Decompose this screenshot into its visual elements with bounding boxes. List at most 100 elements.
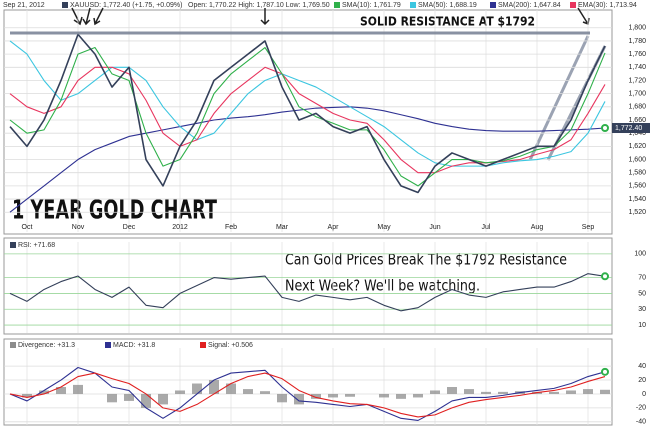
y-tick-label: 10 xyxy=(638,322,646,329)
legend-label: SMA(50): 1,688.19 xyxy=(418,2,477,9)
rsi-panel xyxy=(3,237,613,335)
x-tick-label: Apr xyxy=(328,224,340,231)
plot-layer xyxy=(4,10,612,425)
x-tick-label: Nov xyxy=(72,224,85,231)
y-tick-label: -40 xyxy=(636,419,646,426)
x-tick-label: Sep xyxy=(582,224,595,231)
question-line: Can Gold Prices Break The $1792 Resistan… xyxy=(285,251,567,269)
bar xyxy=(192,383,202,394)
bar xyxy=(175,390,185,394)
x-tick-label: Jun xyxy=(429,224,440,231)
y-tick-label: 1,560 xyxy=(628,183,646,190)
legend-swatch xyxy=(490,2,496,8)
bar xyxy=(566,390,576,394)
channel-line xyxy=(528,35,590,161)
legend-label: RSI: +71.68 xyxy=(18,242,55,249)
question-line: Next Week? We'll be watching. xyxy=(285,277,480,295)
y-tick-label: 1,740 xyxy=(628,64,646,71)
series-line xyxy=(9,372,606,418)
x-tick-label: May xyxy=(377,224,391,231)
bar xyxy=(311,393,321,399)
y-tick-label: 1,800 xyxy=(628,25,646,32)
y-tick-label: 1,540 xyxy=(628,196,646,203)
bar xyxy=(413,393,423,398)
header-ohlc: Open: 1,770.22 High: 1,787.10 Low: 1,769… xyxy=(188,2,330,9)
header-date: Sep 21, 2012 xyxy=(3,2,45,9)
bar xyxy=(124,393,134,401)
legend-label: Signal: +0.506 xyxy=(208,342,253,349)
x-tick-label: Dec xyxy=(123,224,136,231)
legend-swatch xyxy=(10,342,16,348)
bar xyxy=(379,393,389,398)
series-line xyxy=(9,366,606,421)
bar xyxy=(73,384,83,394)
bar xyxy=(396,393,406,399)
x-tick-label: Mar xyxy=(276,224,289,231)
y-tick-label: 1,660 xyxy=(628,117,646,124)
end-marker xyxy=(601,367,609,376)
bar xyxy=(498,391,508,394)
bar xyxy=(600,389,610,394)
bar xyxy=(294,393,304,405)
panels xyxy=(3,9,613,426)
x-tick-label: Jul xyxy=(482,224,491,231)
arrow xyxy=(93,7,104,26)
legend-swatch xyxy=(10,242,16,248)
legend-label: XAUUSD: 1,772.40 (+1.75, +0.09%) xyxy=(70,2,182,9)
series-line xyxy=(9,273,606,312)
arrow xyxy=(82,7,91,26)
bar xyxy=(209,380,219,394)
bar xyxy=(583,389,593,394)
legend-label: MACD: +31.8 xyxy=(113,342,155,349)
y-tick-label: 1,780 xyxy=(628,38,646,45)
y-tick-label: 1,620 xyxy=(628,143,646,150)
y-tick-label: 1,720 xyxy=(628,77,646,84)
legend-label: EMA(30): 1,713.94 xyxy=(578,2,637,9)
y-tick-label: 1,680 xyxy=(628,104,646,111)
series-line xyxy=(9,46,606,187)
bar xyxy=(549,391,559,394)
x-tick-label: Oct xyxy=(22,224,33,231)
legend-swatch xyxy=(570,2,576,8)
arrow xyxy=(71,7,83,26)
y-tick-label: 30 xyxy=(638,306,646,313)
legend-swatch xyxy=(200,342,206,348)
x-tick-label: 2012 xyxy=(172,224,188,231)
y-tick-label: 1,580 xyxy=(628,170,646,177)
y-tick-label: 1,640 xyxy=(628,130,646,137)
legend-swatch xyxy=(62,2,68,8)
bar xyxy=(22,393,32,398)
y-tick-label: 1,600 xyxy=(628,156,646,163)
bar xyxy=(430,390,440,394)
last-price-tag xyxy=(612,123,650,134)
series-line xyxy=(9,33,606,194)
x-tick-label: Aug xyxy=(531,224,544,231)
macd-panel xyxy=(3,338,613,426)
y-tick-label: 1,700 xyxy=(628,90,646,97)
y-tick-label: 100 xyxy=(634,251,646,258)
y-tick-label: 70 xyxy=(638,274,646,281)
y-tick-label: 1,520 xyxy=(628,209,646,216)
legend-swatch xyxy=(410,2,416,8)
end-marker xyxy=(601,272,609,281)
end-marker xyxy=(601,124,609,133)
bar xyxy=(345,393,355,397)
bar xyxy=(260,391,270,394)
x-tick-label: Feb xyxy=(225,224,237,231)
bar xyxy=(277,393,287,403)
legend-swatch xyxy=(105,342,111,348)
bar xyxy=(243,389,253,394)
chart-title: 1 YEAR GOLD CHART xyxy=(12,196,217,226)
bar xyxy=(56,387,66,394)
bar xyxy=(481,391,491,394)
bar xyxy=(158,393,168,405)
bar xyxy=(107,393,117,403)
legend-label: SMA(200): 1,647.84 xyxy=(498,2,561,9)
y-tick-label: -20 xyxy=(636,405,646,412)
arrow xyxy=(260,8,270,26)
series-line xyxy=(9,106,606,213)
bar xyxy=(226,383,236,394)
bar xyxy=(39,390,49,394)
